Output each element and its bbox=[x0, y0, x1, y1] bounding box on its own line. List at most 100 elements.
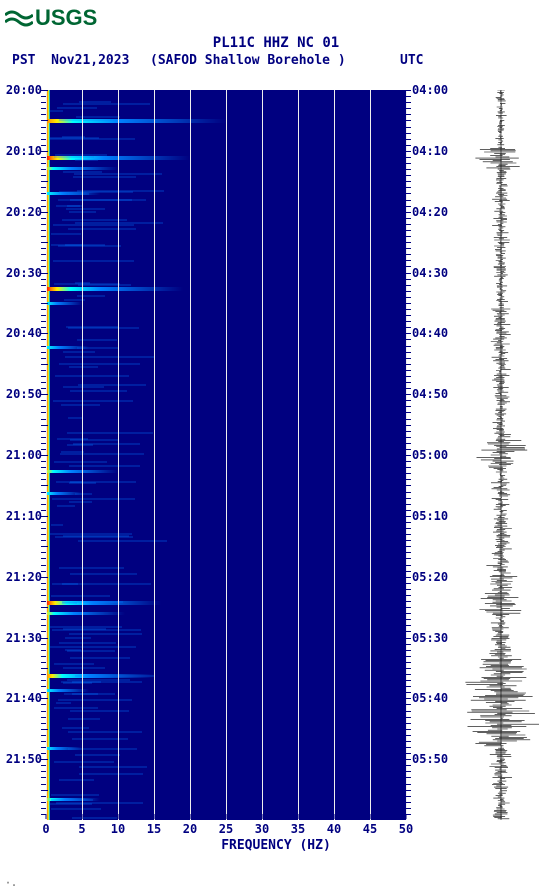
spectral-noise bbox=[67, 432, 152, 434]
utc-tick-label: 05:00 bbox=[412, 448, 448, 462]
freq-tick-label: 20 bbox=[183, 822, 197, 836]
utc-tick-label: 04:00 bbox=[412, 83, 448, 97]
spectral-noise bbox=[77, 347, 117, 349]
pst-tick-label: 20:20 bbox=[6, 205, 42, 219]
spectral-noise bbox=[54, 761, 114, 763]
gridline bbox=[370, 90, 371, 820]
spectral-noise bbox=[70, 657, 130, 659]
freq-tick-label: 40 bbox=[327, 822, 341, 836]
utc-tick-label: 05:50 bbox=[412, 752, 448, 766]
spectral-noise bbox=[51, 808, 101, 810]
spectral-noise bbox=[51, 233, 81, 235]
spectrogram-plot bbox=[46, 90, 406, 820]
spectral-noise bbox=[79, 101, 111, 103]
spectral-noise bbox=[63, 628, 105, 630]
spectral-noise bbox=[58, 699, 132, 701]
spectral-noise bbox=[57, 505, 75, 507]
spectral-noise bbox=[57, 107, 97, 109]
freq-tick-labels: 05101520253035404550 bbox=[46, 820, 406, 840]
freq-tick-label: 50 bbox=[399, 822, 413, 836]
station-id: PL11C HHZ NC 01 bbox=[0, 35, 552, 51]
freq-tick-label: 0 bbox=[42, 822, 49, 836]
spectral-noise bbox=[68, 228, 136, 230]
spectral-noise bbox=[69, 501, 92, 503]
spectral-noise bbox=[49, 803, 92, 805]
spectral-noise bbox=[56, 702, 72, 704]
spectral-noise bbox=[75, 493, 93, 495]
gridline bbox=[82, 90, 83, 820]
footer-mark: ·. bbox=[5, 878, 17, 889]
gridline bbox=[334, 90, 335, 820]
spectral-noise bbox=[59, 191, 133, 193]
spectral-noise bbox=[51, 595, 110, 597]
spectral-noise bbox=[53, 400, 133, 402]
pst-tick-label: 21:30 bbox=[6, 631, 42, 645]
pst-tick-label: 21:50 bbox=[6, 752, 42, 766]
spectral-noise bbox=[61, 404, 100, 406]
spectral-noise bbox=[77, 339, 116, 341]
spectral-noise bbox=[69, 465, 140, 467]
gridline bbox=[190, 90, 191, 820]
spectral-noise bbox=[55, 536, 133, 538]
spectral-noise bbox=[67, 444, 93, 446]
spectral-noise bbox=[54, 156, 95, 158]
spectral-noise bbox=[59, 119, 123, 121]
utc-tick-label: 04:20 bbox=[412, 205, 448, 219]
pst-tick-label: 21:20 bbox=[6, 570, 42, 584]
spectral-noise bbox=[64, 693, 114, 695]
utc-tick-label: 04:50 bbox=[412, 387, 448, 401]
spectral-noise bbox=[62, 727, 89, 729]
tz-right-label: UTC bbox=[400, 53, 423, 68]
pst-tick-label: 21:10 bbox=[6, 509, 42, 523]
utc-tick-label: 04:10 bbox=[412, 144, 448, 158]
spectral-noise bbox=[68, 718, 101, 720]
spectral-event bbox=[46, 612, 125, 615]
spectral-noise bbox=[51, 524, 63, 526]
gridline bbox=[154, 90, 155, 820]
spectral-noise bbox=[68, 748, 137, 750]
utc-time-axis: 04:0004:1004:2004:3004:4004:5005:0005:10… bbox=[410, 90, 454, 820]
pst-tick-label: 21:40 bbox=[6, 691, 42, 705]
spectral-noise bbox=[75, 159, 99, 161]
spectral-noise bbox=[72, 738, 128, 740]
freq-tick-label: 10 bbox=[111, 822, 125, 836]
spectral-noise bbox=[65, 356, 154, 358]
station-name: (SAFOD Shallow Borehole ) bbox=[150, 53, 346, 68]
spectral-noise bbox=[78, 384, 146, 386]
spectral-noise bbox=[56, 481, 136, 483]
freq-tick-label: 25 bbox=[219, 822, 233, 836]
plot-header: PL11C HHZ NC 01 bbox=[0, 35, 552, 51]
spectral-noise bbox=[79, 766, 147, 768]
spectral-event bbox=[46, 302, 82, 305]
spectral-noise bbox=[69, 633, 143, 635]
spectral-noise bbox=[50, 646, 137, 648]
spectral-event bbox=[46, 287, 183, 291]
gridline bbox=[118, 90, 119, 820]
spectral-noise bbox=[59, 363, 140, 365]
spectral-noise bbox=[59, 642, 117, 644]
spectral-noise bbox=[54, 283, 120, 285]
spectral-noise bbox=[54, 461, 107, 463]
spectral-noise bbox=[51, 794, 99, 796]
pst-time-axis: 20:0020:1020:2020:3020:4020:5021:0021:10… bbox=[0, 90, 44, 820]
x-axis-label: FREQUENCY (HZ) bbox=[0, 838, 552, 853]
pst-tick-label: 20:00 bbox=[6, 83, 42, 97]
spectral-noise bbox=[53, 260, 133, 262]
spectral-noise bbox=[68, 731, 141, 733]
freq-tick-label: 35 bbox=[291, 822, 305, 836]
spectral-noise bbox=[66, 208, 105, 210]
freq-tick-label: 45 bbox=[363, 822, 377, 836]
spectral-noise bbox=[51, 244, 104, 246]
gridline bbox=[262, 90, 263, 820]
spectral-noise bbox=[72, 681, 102, 683]
pst-tick-label: 21:00 bbox=[6, 448, 42, 462]
spectral-noise bbox=[49, 110, 63, 112]
utc-tick-label: 05:30 bbox=[412, 631, 448, 645]
utc-tick-label: 05:40 bbox=[412, 691, 448, 705]
gridline bbox=[298, 90, 299, 820]
spectral-noise bbox=[70, 710, 129, 712]
spectral-noise bbox=[56, 205, 82, 207]
spectral-noise bbox=[53, 224, 134, 226]
spectral-noise bbox=[57, 438, 87, 440]
spectral-noise bbox=[50, 533, 132, 535]
